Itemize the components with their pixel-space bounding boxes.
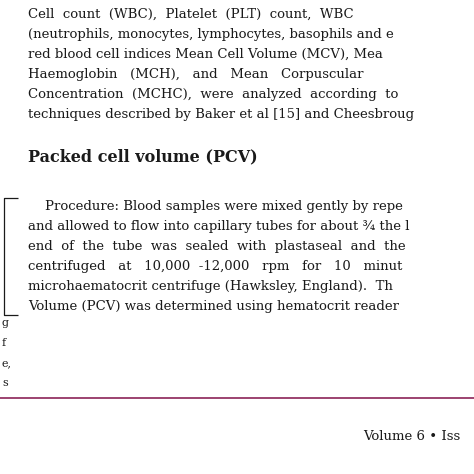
Text: Cell  count  (WBC),  Platelet  (PLT)  count,  WBC: Cell count (WBC), Platelet (PLT) count, … xyxy=(28,8,354,21)
Text: (neutrophils, monocytes, lymphocytes, basophils and e: (neutrophils, monocytes, lymphocytes, ba… xyxy=(28,28,394,41)
Text: e,: e, xyxy=(2,358,12,368)
Text: Concentration  (MCHC),  were  analyzed  according  to: Concentration (MCHC), were analyzed acco… xyxy=(28,88,398,101)
Text: Packed cell volume (PCV): Packed cell volume (PCV) xyxy=(28,148,258,165)
Text: f: f xyxy=(2,338,6,348)
Text: techniques described by Baker et al [15] and Cheesbroug: techniques described by Baker et al [15]… xyxy=(28,108,414,121)
Text: and allowed to flow into capillary tubes for about ¾ the l: and allowed to flow into capillary tubes… xyxy=(28,220,410,233)
Text: s: s xyxy=(2,378,8,388)
Text: centrifuged   at   10,000  -12,000   rpm   for   10   minut: centrifuged at 10,000 -12,000 rpm for 10… xyxy=(28,260,402,273)
Text: Volume 6 • Iss: Volume 6 • Iss xyxy=(363,430,460,443)
Text: Procedure: Blood samples were mixed gently by repe: Procedure: Blood samples were mixed gent… xyxy=(28,200,403,213)
Text: end  of  the  tube  was  sealed  with  plastaseal  and  the: end of the tube was sealed with plastase… xyxy=(28,240,406,253)
Text: g: g xyxy=(2,318,9,328)
Text: microhaematocrit centrifuge (Hawksley, England).  Th: microhaematocrit centrifuge (Hawksley, E… xyxy=(28,280,393,293)
Text: red blood cell indices Mean Cell Volume (MCV), Mea: red blood cell indices Mean Cell Volume … xyxy=(28,48,383,61)
Text: Volume (PCV) was determined using hematocrit reader: Volume (PCV) was determined using hemato… xyxy=(28,300,399,313)
Text: Haemoglobin   (MCH),   and   Mean   Corpuscular: Haemoglobin (MCH), and Mean Corpuscular xyxy=(28,68,364,81)
